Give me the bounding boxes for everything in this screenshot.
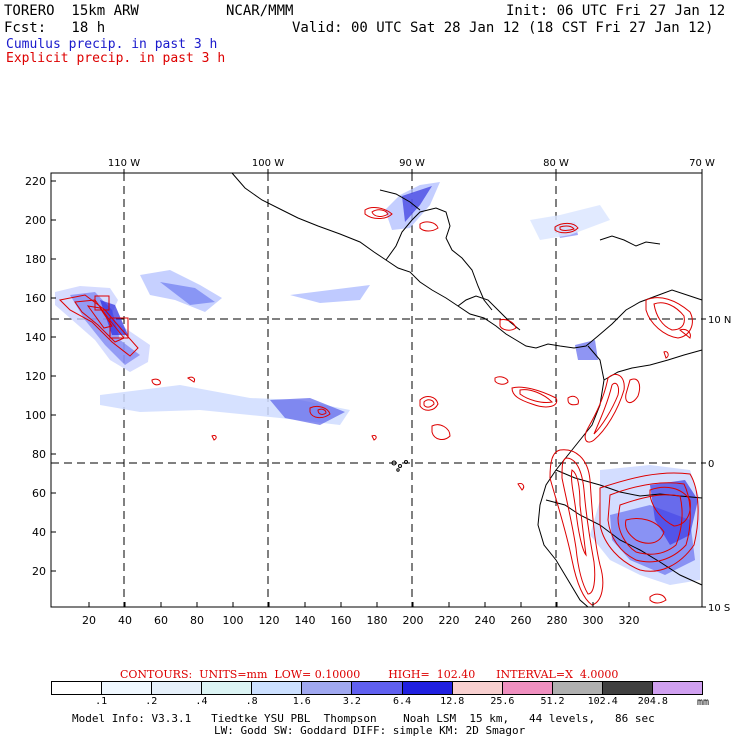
x-tick-label: 320 xyxy=(619,614,640,627)
colorbar-swatch xyxy=(552,682,603,694)
colorbar-label: .2 xyxy=(145,696,158,707)
colorbar-label: .8 xyxy=(245,696,258,707)
longitude-label: 110 W xyxy=(108,158,140,169)
colorbar-label: 12.8 xyxy=(440,696,465,707)
model-title: TORERO 15km ARW xyxy=(4,3,139,19)
colorbar-swatch xyxy=(352,682,403,694)
colorbar-swatch xyxy=(652,682,703,694)
colorbar-label: 25.6 xyxy=(490,696,515,707)
precip-colorbar xyxy=(51,681,703,695)
y-tick-label: 180 xyxy=(25,253,46,266)
colorbar-label: 6.4 xyxy=(393,696,412,707)
x-tick-label: 40 xyxy=(118,614,132,627)
longitude-label: 90 W xyxy=(399,158,425,169)
y-tick-label: 140 xyxy=(25,331,46,344)
y-tick-label: 40 xyxy=(32,526,46,539)
latitude-label: 10 S xyxy=(708,603,730,614)
x-tick-label: 300 xyxy=(583,614,604,627)
y-tick-label: 20 xyxy=(32,565,46,578)
contour-info: CONTOURS: UNITS=mm LOW= 0.10000 HIGH= 10… xyxy=(120,668,619,681)
x-tick-label: 280 xyxy=(547,614,568,627)
latitude-labels: 10 N 0 10 S xyxy=(702,315,731,614)
longitude-label: 70 W xyxy=(689,158,715,169)
colorbar-label: .1 xyxy=(95,696,108,707)
colorbar-swatch xyxy=(402,682,453,694)
x-tick-label: 220 xyxy=(439,614,460,627)
x-tick-label: 200 xyxy=(403,614,424,627)
x-tick-label: 100 xyxy=(223,614,244,627)
y-tick-label: 80 xyxy=(32,448,46,461)
longitude-label: 80 W xyxy=(543,158,569,169)
colorbar-label: .4 xyxy=(195,696,208,707)
x-tick-label: 260 xyxy=(511,614,532,627)
colorbar-label: 102.4 xyxy=(587,696,618,707)
y-axis-ticks: 220 200 180 160 140 120 100 80 60 40 20 xyxy=(25,175,56,578)
colorbar-label: 3.2 xyxy=(342,696,361,707)
colorbar-swatch xyxy=(452,682,503,694)
latitude-label: 10 N xyxy=(708,315,731,326)
x-tick-label: 80 xyxy=(190,614,204,627)
graticule xyxy=(51,173,702,607)
colorbar-swatch xyxy=(252,682,303,694)
y-tick-label: 100 xyxy=(25,409,46,422)
latitude-label: 0 xyxy=(708,459,714,470)
y-tick-label: 60 xyxy=(32,487,46,500)
x-tick-label: 160 xyxy=(331,614,352,627)
colorbar-swatch xyxy=(202,682,253,694)
cumulus-precip-areas xyxy=(55,182,700,585)
colorbar-unit: mm xyxy=(697,697,710,708)
x-axis-ticks: 20 40 60 80 100 120 140 160 180 200 220 240 260 280 30… xyxy=(82,602,640,627)
y-tick-label: 220 xyxy=(25,175,46,188)
forecast-hour: Fcst: 18 h xyxy=(4,20,106,36)
x-tick-label: 60 xyxy=(154,614,168,627)
explicit-legend: Explicit precip. in past 3 h xyxy=(6,51,226,66)
x-tick-label: 140 xyxy=(295,614,316,627)
colorbar-swatch xyxy=(152,682,203,694)
colorbar-swatch xyxy=(52,682,103,694)
init-time: Init: 06 UTC Fri 27 Jan 12 xyxy=(506,3,726,19)
org-label: NCAR/MMM xyxy=(226,3,294,19)
colorbar-swatch xyxy=(102,682,153,694)
y-tick-label: 160 xyxy=(25,292,46,305)
model-info: Model Info: V3.3.1 Tiedtke YSU PBL Thomp… xyxy=(72,712,655,725)
colorbar-label: 204.8 xyxy=(637,696,668,707)
x-tick-label: 120 xyxy=(259,614,280,627)
longitude-label: 100 W xyxy=(252,158,284,169)
colorbar-swatch xyxy=(502,682,553,694)
cumulus-legend: Cumulus precip. in past 3 h xyxy=(6,37,218,52)
x-tick-label: 20 xyxy=(82,614,96,627)
longitude-labels: 110 W 100 W 90 W 80 W 70 W xyxy=(108,158,715,173)
explicit-precip-contours xyxy=(58,206,699,606)
model-physics: LW: Godd SW: Goddard DIFF: simple KM: 2D… xyxy=(214,724,526,737)
y-tick-label: 200 xyxy=(25,214,46,227)
colorbar-swatch xyxy=(602,682,653,694)
colorbar-label: 1.6 xyxy=(292,696,311,707)
x-tick-label: 240 xyxy=(475,614,496,627)
colorbar-label: 51.2 xyxy=(540,696,565,707)
valid-time: Valid: 00 UTC Sat 28 Jan 12 (18 CST Fri … xyxy=(292,20,714,36)
x-tick-label: 180 xyxy=(367,614,388,627)
colorbar-swatch xyxy=(302,682,353,694)
y-tick-label: 120 xyxy=(25,370,46,383)
